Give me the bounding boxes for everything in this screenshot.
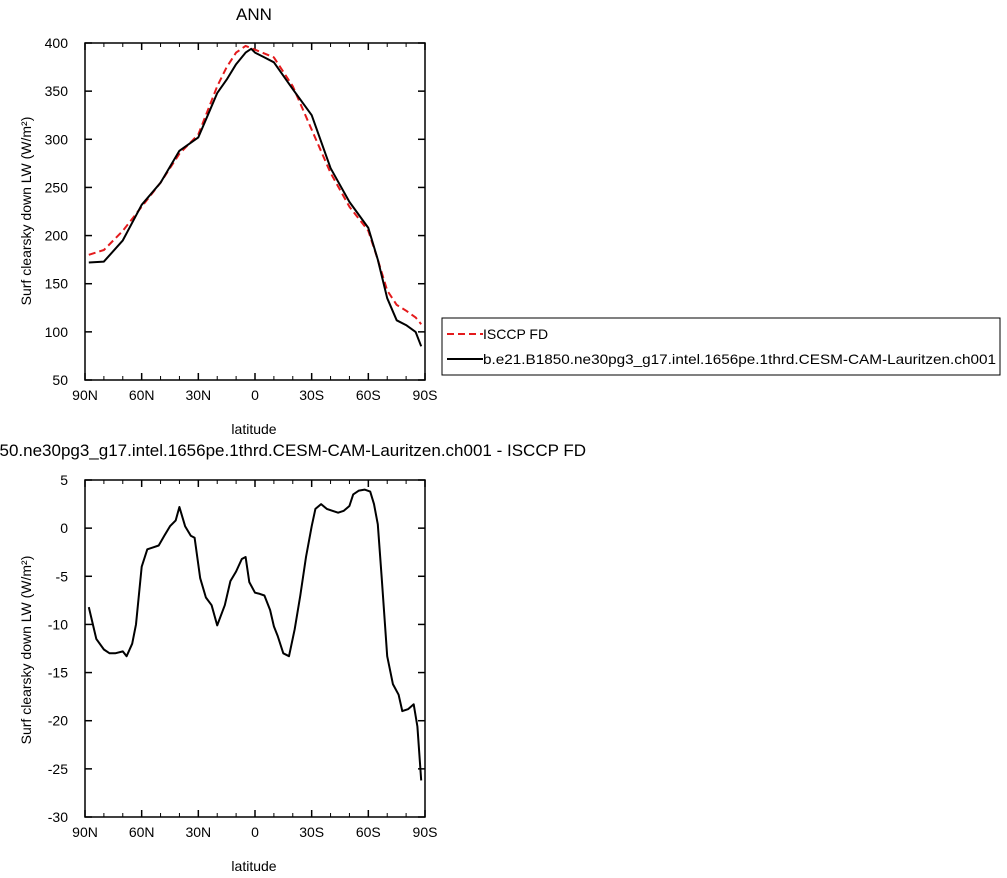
bottom-x-axis-label: latitude bbox=[231, 858, 276, 874]
x-tick-label: 30S bbox=[299, 824, 324, 840]
x-tick-label: 60N bbox=[129, 387, 155, 403]
legend-label-isccp: ISCCP FD bbox=[483, 326, 548, 342]
top-plot-frame bbox=[84, 42, 426, 381]
top-panel: ANN 90N 60N 30N 0 30S 60S 90S 50 100 150 200 250 300… bbox=[18, 5, 437, 437]
x-tick-label: 90S bbox=[413, 387, 438, 403]
x-tick-label: 60S bbox=[356, 824, 381, 840]
top-panel-title: ANN bbox=[236, 5, 272, 24]
y-tick-label: 250 bbox=[45, 179, 69, 195]
y-tick-label: 350 bbox=[45, 83, 69, 99]
x-tick-label: 30S bbox=[299, 387, 324, 403]
x-tick-label: 60S bbox=[356, 387, 381, 403]
bottom-series-lines bbox=[87, 488, 423, 781]
series-line-1 bbox=[88, 47, 423, 347]
y-tick-label: -5 bbox=[56, 568, 69, 584]
y-tick-label: 0 bbox=[60, 520, 68, 536]
y-tick-label: -30 bbox=[48, 809, 68, 825]
top-x-axis-label: latitude bbox=[231, 421, 276, 437]
y-tick-label: 200 bbox=[45, 228, 69, 244]
bottom-panel: b.e21.B1850.ne30pg3_g17.intel.1656pe.1th… bbox=[0, 441, 586, 874]
y-tick-label: -15 bbox=[48, 665, 68, 681]
x-tick-label: 90N bbox=[72, 824, 98, 840]
y-tick-label: 100 bbox=[45, 324, 69, 340]
y-tick-label: -25 bbox=[48, 761, 68, 777]
x-tick-label: 30N bbox=[185, 824, 211, 840]
x-tick-label: 30N bbox=[185, 387, 211, 403]
legend-label-model: b.e21.B1850.ne30pg3_g17.intel.1656pe.1th… bbox=[483, 351, 996, 367]
y-tick-label: 5 bbox=[60, 472, 68, 488]
y-tick-label: 300 bbox=[45, 131, 69, 147]
x-tick-label: 0 bbox=[251, 824, 259, 840]
x-tick-label: 60N bbox=[129, 824, 155, 840]
top-series-lines bbox=[88, 44, 423, 347]
x-tick-label: 90N bbox=[72, 387, 98, 403]
series-line-0 bbox=[88, 44, 422, 325]
bottom-panel-title: b.e21.B1850.ne30pg3_g17.intel.1656pe.1th… bbox=[0, 441, 586, 460]
y-tick-label: -20 bbox=[48, 713, 68, 729]
top-y-axis-label: Surf clearsky down LW (W/m²) bbox=[18, 117, 34, 306]
y-tick-label: 150 bbox=[45, 276, 69, 292]
bottom-plot-frame bbox=[84, 479, 426, 818]
y-tick-label: 400 bbox=[45, 35, 69, 51]
legend-box bbox=[441, 317, 1001, 376]
y-tick-label: 50 bbox=[52, 372, 68, 388]
y-tick-label: -10 bbox=[48, 616, 68, 632]
x-tick-label: 0 bbox=[251, 387, 259, 403]
legend: ISCCP FD b.e21.B1850.ne30pg3_g17.intel.1… bbox=[441, 317, 1001, 376]
series-line-0 bbox=[87, 488, 423, 781]
top-axis-ticks: 90N 60N 30N 0 30S 60S 90S 50 100 150 200 250 300 350 4… bbox=[45, 35, 438, 403]
bottom-axis-ticks: 90N 60N 30N 0 30S 60S 90S -30 -25 -20 -15 -10 -5 0 5 bbox=[48, 472, 438, 840]
x-tick-label: 90S bbox=[413, 824, 438, 840]
bottom-y-axis-label: Surf clearsky down LW (W/m²) bbox=[18, 556, 34, 745]
